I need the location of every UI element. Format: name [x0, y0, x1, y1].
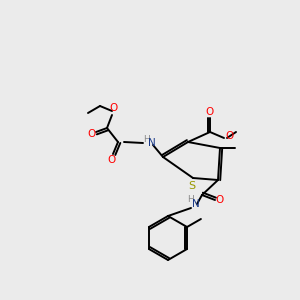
Text: O: O — [87, 129, 95, 139]
Text: O: O — [225, 131, 233, 141]
Text: S: S — [188, 181, 196, 191]
Text: H: H — [187, 196, 194, 205]
Text: O: O — [216, 195, 224, 205]
Text: O: O — [206, 107, 214, 117]
Text: H: H — [142, 134, 149, 143]
Text: N: N — [148, 138, 156, 148]
Text: O: O — [107, 155, 115, 165]
Text: O: O — [109, 103, 117, 113]
Text: N: N — [192, 199, 200, 209]
